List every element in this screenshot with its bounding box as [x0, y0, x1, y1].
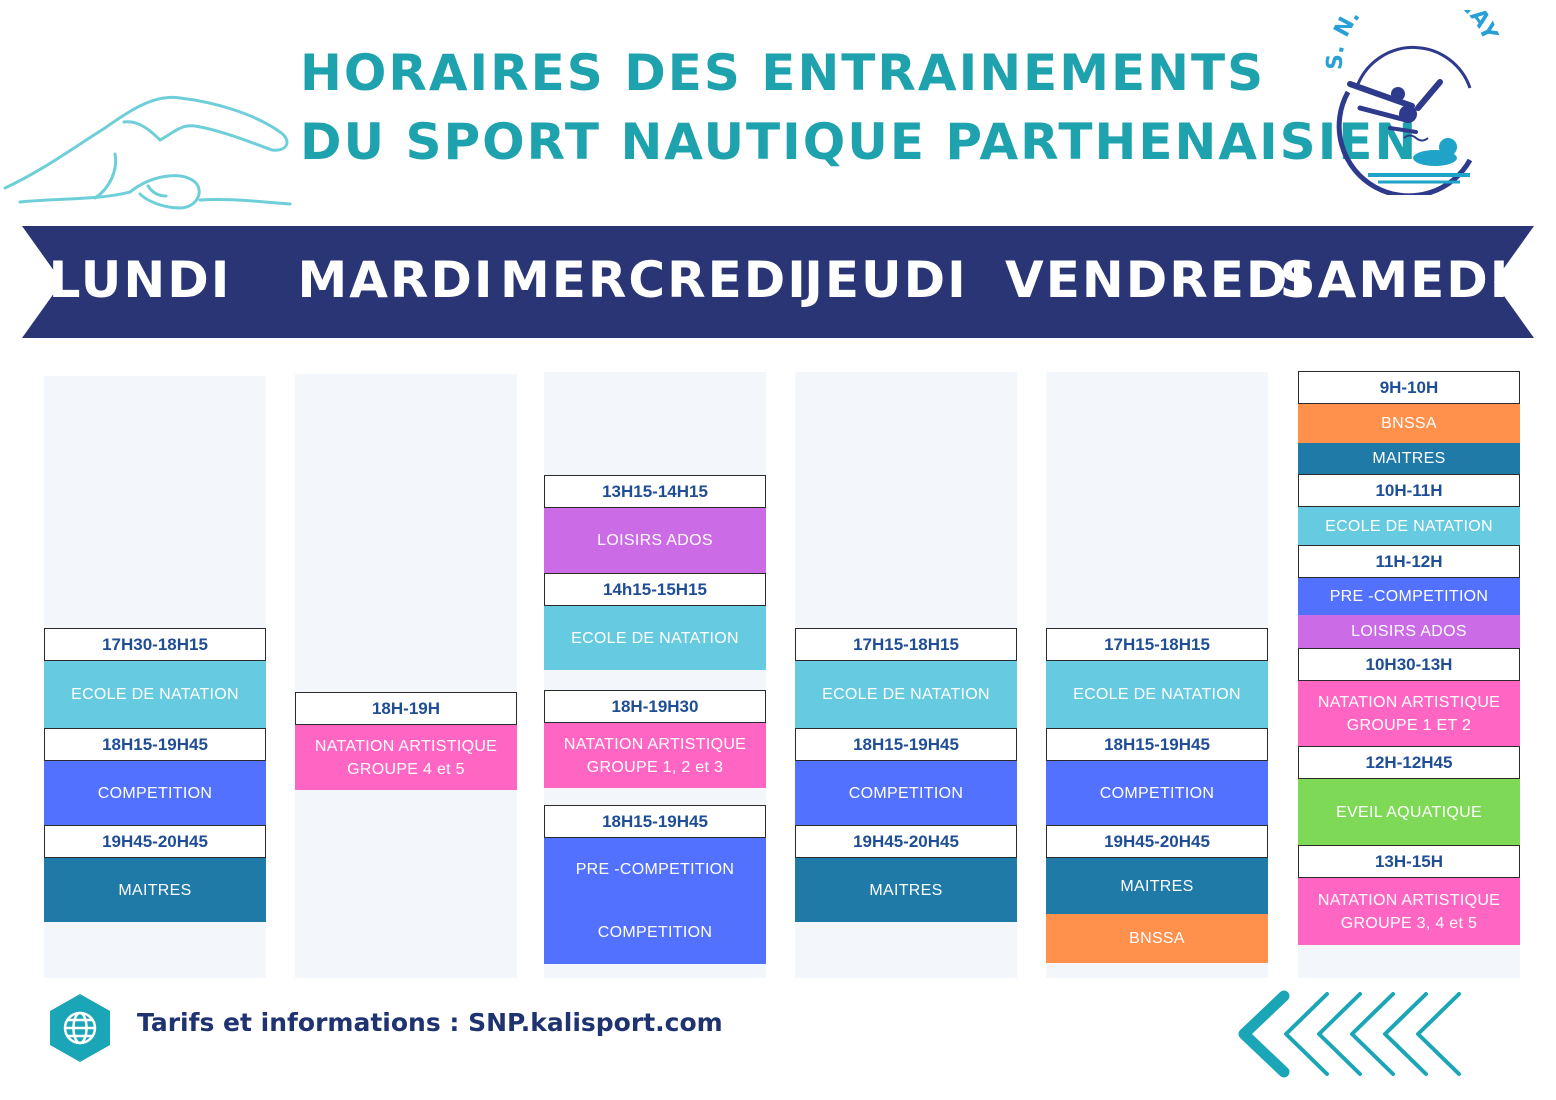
day-column-jeudi: 17H15-18H15 ECOLE DE NATATION 18H15-19H45 C…	[795, 372, 1017, 978]
time-slot: 18H15-19H45	[544, 805, 766, 838]
time-slot: 18H15-19H45	[1046, 728, 1268, 761]
time-slot: 19H45-20H45	[44, 825, 266, 858]
time-slot: 18H-19H30	[544, 690, 766, 723]
time-slot: 12H-12H45	[1298, 746, 1520, 779]
activity-block: NATATION ARTISTIQUE GROUPE 3, 4 et 5	[1298, 878, 1520, 945]
time-slot: 18H15-19H45	[795, 728, 1017, 761]
day-column-samedi: 9H-10H BNSSA MAITRES 10H-11H ECOLE DE NATATI…	[1298, 371, 1520, 978]
time-slot: 13H15-14H15	[544, 475, 766, 508]
day-header-lundi: LUNDI	[48, 251, 232, 309]
page-title-line1: HORAIRES DES ENTRAINEMENTS	[300, 44, 1266, 102]
activity-block: BNSSA	[1046, 914, 1268, 963]
activity-block: ECOLE DE NATATION	[44, 661, 266, 728]
time-slot: 17H15-18H15	[1046, 628, 1268, 661]
activity-block: ECOLE DE NATATION	[1046, 661, 1268, 728]
activity-block: EVEIL AQUATIQUE	[1298, 779, 1520, 845]
club-logo: S. N. PARTHENAY	[1323, 10, 1500, 195]
activity-block: ECOLE DE NATATION	[795, 661, 1017, 728]
time-slot: 10H-11H	[1298, 474, 1520, 507]
globe-icon[interactable]	[48, 992, 112, 1064]
day-header-vendredi: VENDREDI	[1005, 251, 1310, 309]
time-slot: 17H30-18H15	[44, 628, 266, 661]
time-slot: 14h15-15H15	[544, 573, 766, 606]
activity-block: PRE -COMPETITION	[1298, 578, 1520, 615]
logo-text: S. N. PARTHENAY	[1323, 10, 1500, 70]
activity-block: MAITRES	[795, 858, 1017, 922]
days-banner	[22, 226, 1534, 338]
day-column-lundi: 17H30-18H15 ECOLE DE NATATION 18H15-19H45 C…	[44, 376, 266, 978]
time-slot: 19H45-20H45	[795, 825, 1017, 858]
activity-block: NATATION ARTISTIQUE GROUPE 4 et 5	[295, 725, 517, 790]
day-column-mardi: 18H-19H NATATION ARTISTIQUE GROUPE 4 et 5	[295, 374, 517, 978]
activity-block: ECOLE DE NATATION	[1298, 507, 1520, 545]
activity-block: MAITRES	[1046, 858, 1268, 914]
activity-block: BNSSA	[1298, 404, 1520, 443]
activity-block: COMPETITION	[795, 761, 1017, 825]
day-header-samedi: SAMEDI	[1279, 251, 1511, 309]
activity-block: PRE -COMPETITION	[544, 838, 766, 901]
activity-block: COMPETITION	[1046, 761, 1268, 825]
time-slot: 17H15-18H15	[795, 628, 1017, 661]
activity-block: MAITRES	[44, 858, 266, 922]
activity-block: COMPETITION	[44, 761, 266, 825]
activity-block: MAITRES	[1298, 443, 1520, 474]
activity-block: LOISIRS ADOS	[1298, 615, 1520, 648]
time-slot: 9H-10H	[1298, 371, 1520, 404]
activity-block: COMPETITION	[544, 901, 766, 964]
day-column-mercredi: 13H15-14H15 LOISIRS ADOS 14h15-15H15 ECOLE …	[544, 372, 766, 978]
day-header-jeudi: JEUDI	[804, 251, 968, 309]
day-header-mardi: MARDI	[297, 251, 495, 309]
activity-block: NATATION ARTISTIQUE GROUPE 1, 2 et 3	[544, 723, 766, 788]
time-slot: 11H-12H	[1298, 545, 1520, 578]
activity-block: ECOLE DE NATATION	[544, 606, 766, 670]
page-title-line2: DU SPORT NAUTIQUE PARTHENAISIEN	[300, 113, 1419, 171]
svg-text:S. N. PARTHENAY: S. N. PARTHENAY	[1323, 10, 1500, 70]
day-column-vendredi: 17H15-18H15 ECOLE DE NATATION 18H15-19H45 C…	[1046, 372, 1268, 978]
activity-block: LOISIRS ADOS	[544, 508, 766, 573]
time-slot: 19H45-20H45	[1046, 825, 1268, 858]
time-slot: 18H15-19H45	[44, 728, 266, 761]
chevrons-left-icon	[1238, 990, 1461, 1078]
activity-block: NATATION ARTISTIQUE GROUPE 1 ET 2	[1298, 681, 1520, 746]
time-slot: 10H30-13H	[1298, 648, 1520, 681]
time-slot: 18H-19H	[295, 692, 517, 725]
swimmer-illustration	[3, 95, 292, 210]
time-slot: 13H-15H	[1298, 845, 1520, 878]
day-header-mercredi: MERCREDI	[500, 251, 808, 309]
footer-info-link[interactable]: Tarifs et informations : SNP.kalisport.c…	[137, 1008, 723, 1037]
